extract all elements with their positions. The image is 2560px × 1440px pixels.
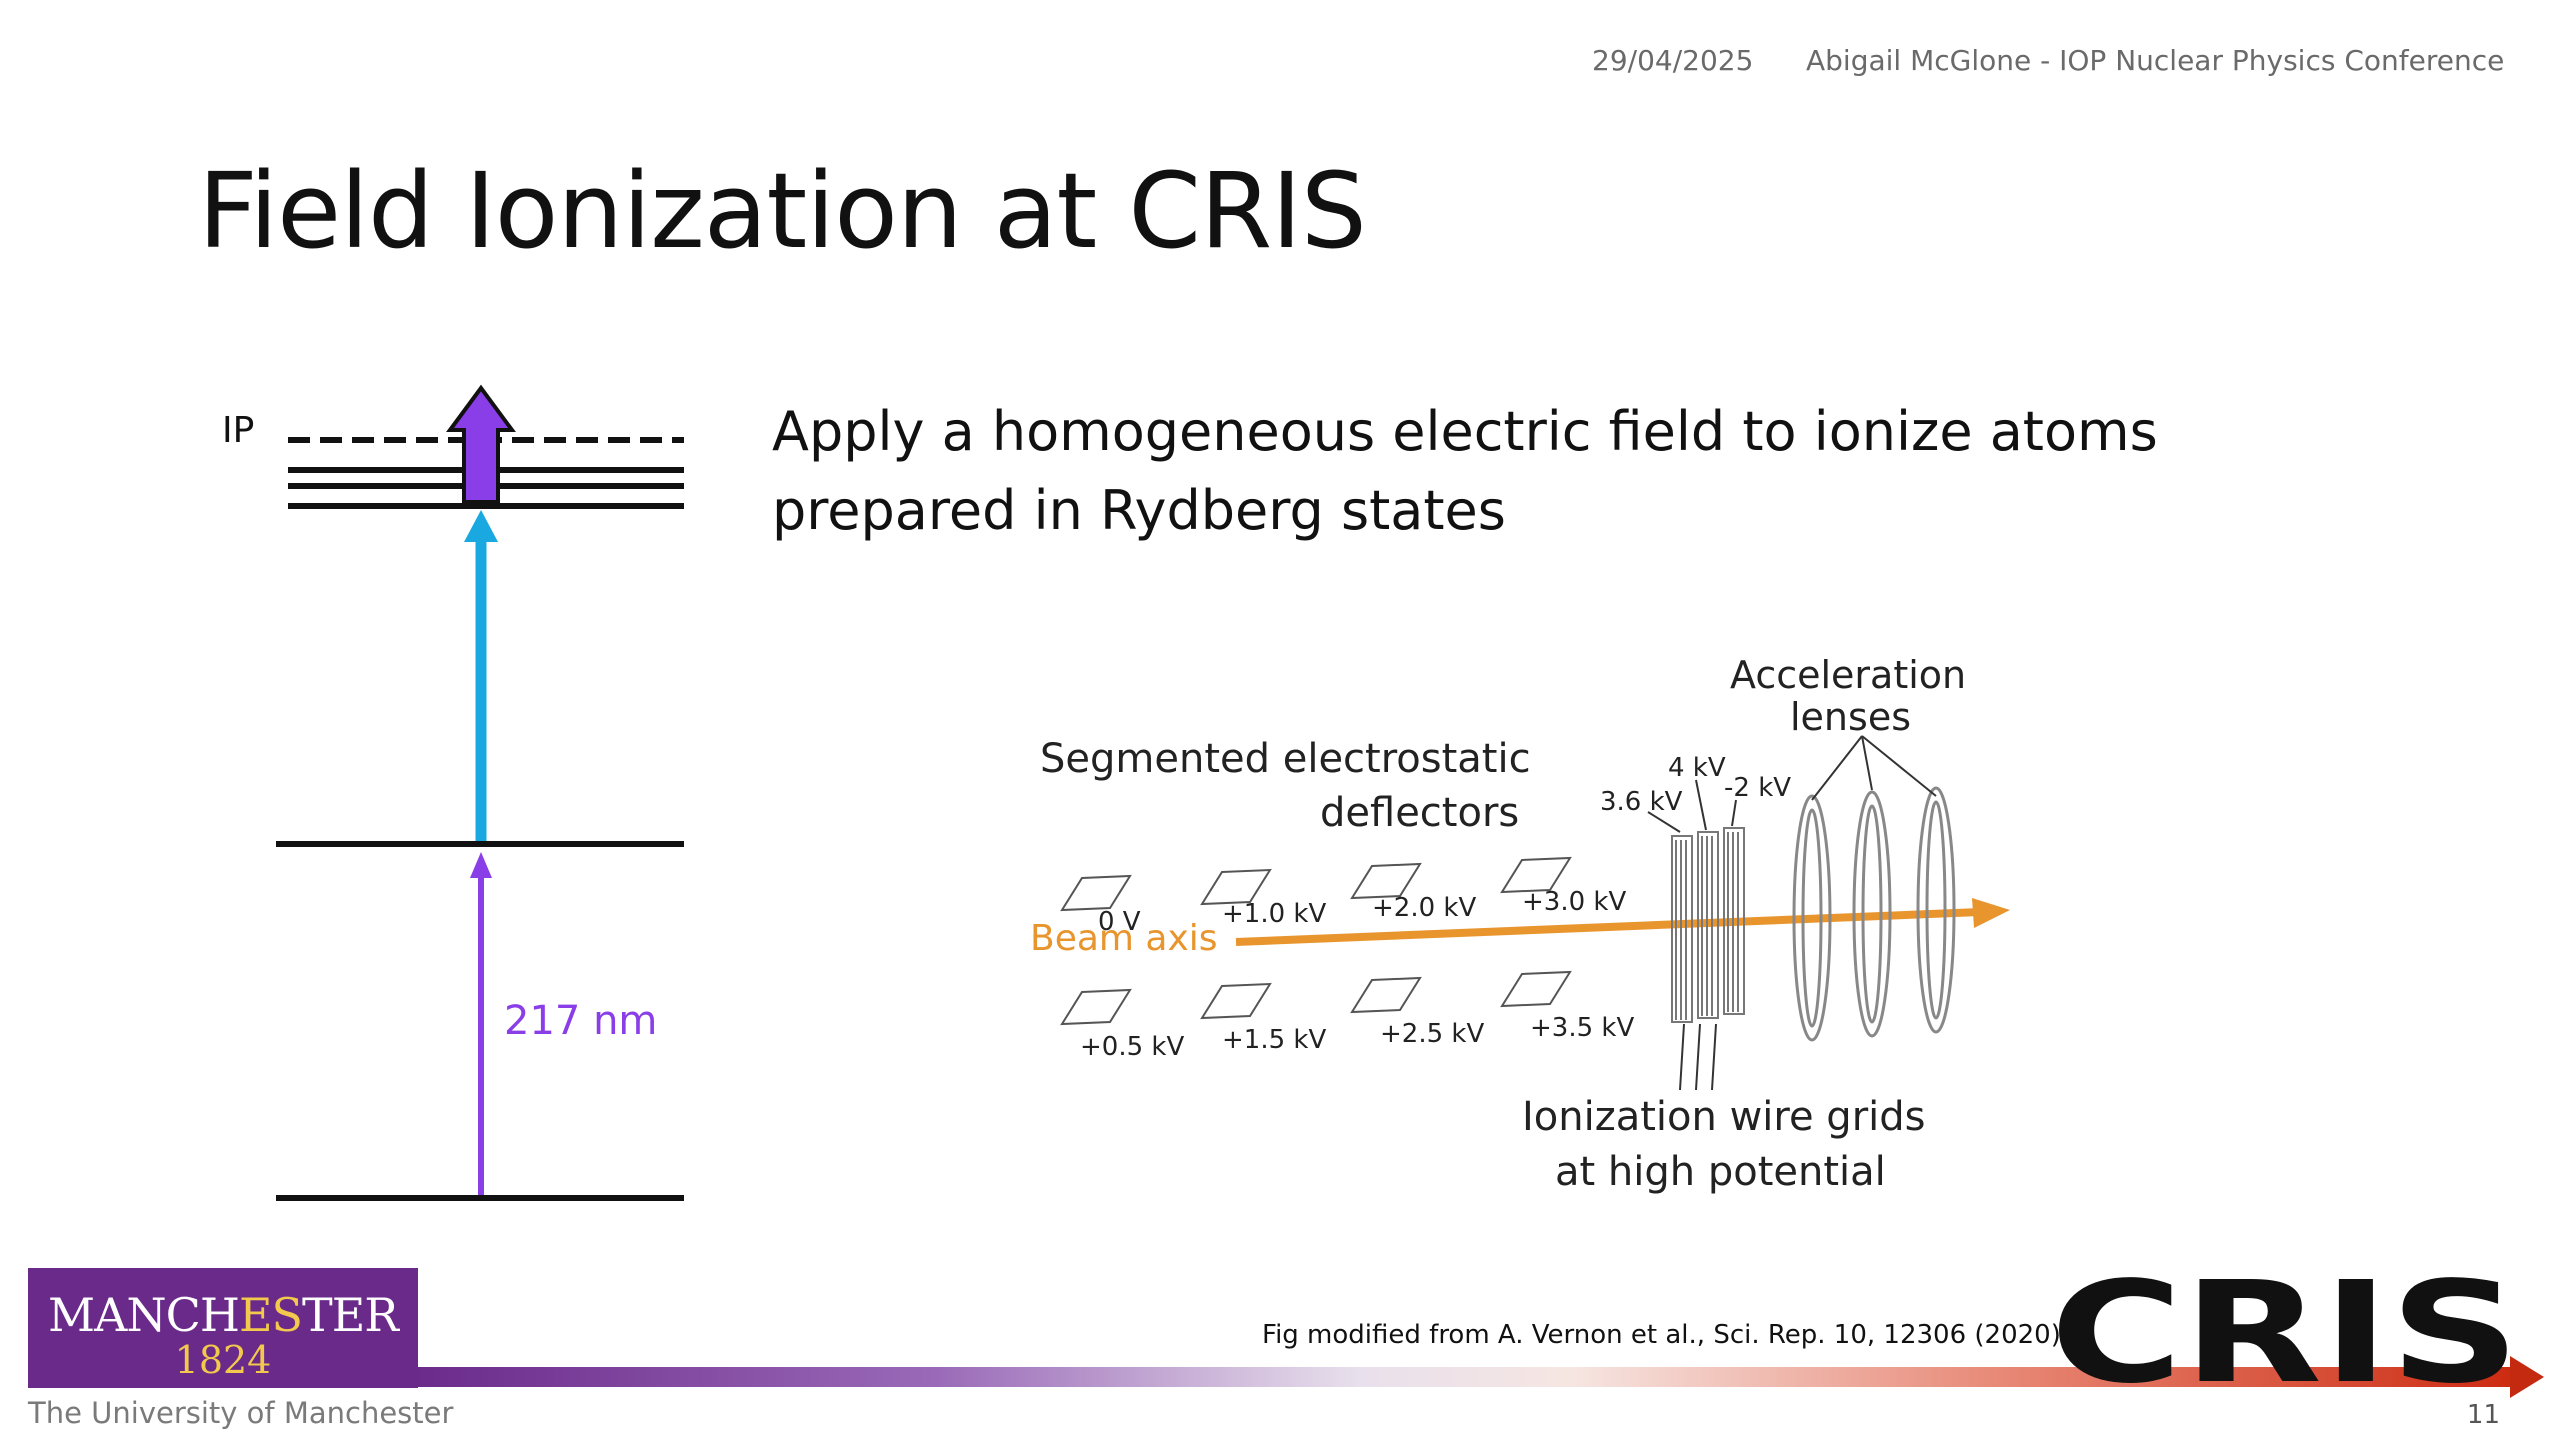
- deflector-label-2: deflectors: [1320, 790, 1519, 836]
- slide-body-text: Apply a homogeneous electric field to io…: [772, 392, 2272, 550]
- cris-ionization-diagram: Segmented electrostatic deflectors Accel…: [1030, 653, 2010, 1195]
- deflector-top-1: [1060, 874, 1132, 912]
- voltage-top-4: +3.0 kV: [1522, 887, 1626, 917]
- logo-word-part-2: TER: [302, 1288, 399, 1342]
- voltage-bottom-4: +3.5 kV: [1530, 1013, 1634, 1043]
- voltage-top-3: +2.0 kV: [1372, 893, 1476, 923]
- university-logo-year: 1824: [174, 1338, 272, 1382]
- top-deflectors: [1060, 856, 1572, 912]
- university-name: The University of Manchester: [28, 1396, 454, 1430]
- university-logo: MANCHESTER 1824: [28, 1268, 418, 1388]
- blue-arrow-head: [464, 510, 498, 542]
- deflector-label-1: Segmented electrostatic: [1040, 736, 1531, 782]
- lens-3: [1916, 786, 1956, 1034]
- deflector-bottom-2: [1200, 982, 1272, 1020]
- grid-voltage-2: 4 kV: [1668, 753, 1726, 783]
- voltage-bottom-3: +2.5 kV: [1380, 1019, 1484, 1049]
- grid-label-2: at high potential: [1555, 1149, 1886, 1195]
- lens-leaders: [1811, 735, 1937, 801]
- university-logo-wordmark: MANCHESTER: [28, 1288, 418, 1342]
- grid-label-1: Ionization wire grids: [1522, 1094, 1925, 1140]
- energy-level-diagram: IP 217 nm: [222, 384, 684, 1201]
- footer-bar-arrow: [2510, 1356, 2544, 1398]
- uv-arrow-head: [470, 852, 492, 878]
- deflector-top-4: [1500, 856, 1572, 894]
- lens-1: [1792, 794, 1832, 1042]
- lens-3-inner: [1925, 800, 1947, 1020]
- ionization-arrow: [446, 384, 516, 504]
- wire-grid-2: [1697, 831, 1719, 1019]
- grid-label-leaders: [1679, 1023, 1717, 1091]
- voltage-bottom-2: +1.5 kV: [1222, 1025, 1326, 1055]
- lenses-label-2: lenses: [1790, 695, 1911, 739]
- beam-axis-label: Beam axis: [1030, 918, 1218, 959]
- deflector-bottom-3: [1350, 976, 1422, 1014]
- logo-word-part-1: MANCH: [48, 1288, 240, 1342]
- beam-axis-arrow-head: [1972, 898, 2010, 928]
- lenses-label-1: Acceleration: [1730, 653, 1966, 697]
- voltage-top-2: +1.0 kV: [1222, 899, 1326, 929]
- cris-logo: CRIS: [2050, 1275, 2520, 1395]
- deflector-top-2: [1200, 868, 1272, 906]
- voltage-top-1: 0 V: [1098, 907, 1141, 937]
- deflector-bottom-1: [1060, 988, 1132, 1026]
- lens-1-inner: [1801, 808, 1823, 1028]
- slide-title: Field Ionization at CRIS: [198, 150, 1367, 272]
- acceleration-lenses: [1792, 786, 1956, 1042]
- body-line-1: Apply a homogeneous electric field to io…: [772, 400, 2158, 463]
- slide-author-event: Abigail McGlone - IOP Nuclear Physics Co…: [1806, 44, 2505, 77]
- lens-2-inner: [1861, 804, 1883, 1024]
- grid-voltage-3: -2 kV: [1724, 773, 1791, 803]
- grid-voltage-leaders: [1647, 779, 1737, 833]
- wire-grid-wires: [1675, 832, 1739, 1020]
- ip-label: IP: [222, 410, 254, 451]
- logo-word-part-es: ES: [238, 1288, 303, 1342]
- wire-grid-3: [1723, 827, 1745, 1015]
- body-line-2: prepared in Rydberg states: [772, 479, 1506, 542]
- wire-grid-1: [1671, 835, 1693, 1023]
- deflector-top-3: [1350, 862, 1422, 900]
- cris-logo-text: CRIS: [2050, 1275, 2520, 1395]
- slide-date: 29/04/2025: [1592, 44, 1754, 77]
- beam-axis-line: [1235, 908, 1981, 946]
- deflector-bottom-4: [1500, 970, 1572, 1008]
- wavelength-label: 217 nm: [504, 998, 657, 1044]
- ionization-wire-grids: [1671, 827, 1745, 1023]
- voltage-bottom-1: +0.5 kV: [1080, 1032, 1184, 1062]
- figure-credit: Fig modified from A. Vernon et al., Sci.…: [1262, 1320, 2070, 1350]
- grid-voltage-1: 3.6 kV: [1600, 787, 1683, 817]
- lens-2: [1852, 790, 1892, 1038]
- bottom-deflectors: [1060, 970, 1572, 1026]
- page-number: 11: [2466, 1400, 2500, 1430]
- footer-gradient-bar: [410, 1367, 2520, 1387]
